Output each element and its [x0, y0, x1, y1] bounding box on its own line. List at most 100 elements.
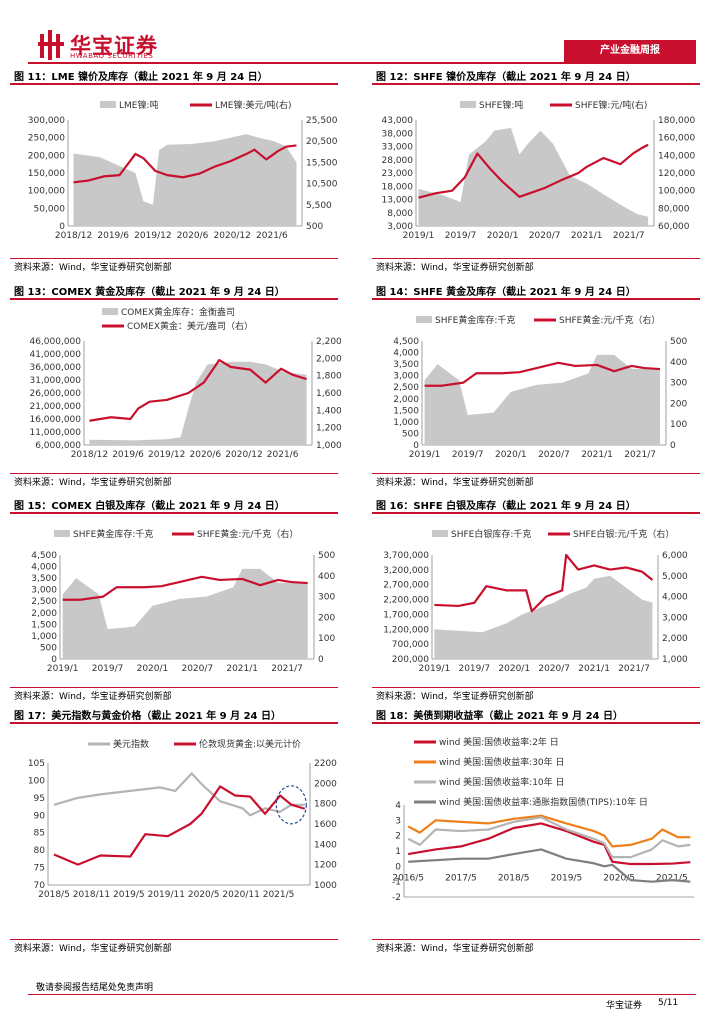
price-line	[408, 848, 691, 883]
x-tick-label: 2021/5	[263, 890, 295, 900]
legend-swatch	[102, 308, 118, 315]
source-divider	[372, 687, 700, 688]
x-tick-label: 2020/7	[538, 664, 570, 674]
figure-title-underline	[10, 512, 338, 514]
x-tick-label: 2019/7	[452, 450, 484, 460]
legend-swatch	[54, 530, 70, 537]
legend-label: SHFE黄金:元/千克（右）	[197, 528, 298, 540]
x-tick-label: 2021/1	[578, 664, 610, 674]
legend-label: SHFE白银:元/千克（右）	[573, 528, 674, 540]
y-left-tick-label: 3,000	[31, 586, 57, 596]
x-tick-label: 2018/12	[71, 450, 108, 460]
footer-divider	[28, 994, 696, 995]
header-divider	[28, 62, 696, 64]
y-left-tick-label: 4,500	[393, 337, 419, 347]
legend-label: LME镍:美元/吨(右)	[215, 99, 292, 111]
x-tick-label: 2020/12	[214, 231, 251, 241]
y-right-tick-label: 5,000	[662, 572, 688, 582]
chart-fig17: 105 100 95 90 85 80 75 70 2200 2000 1800 1600 1400 12…	[28, 738, 337, 900]
y-right-tick-label: 100	[670, 420, 687, 430]
figure-source: 资料来源：Wind，华宝证券研究创新部	[376, 478, 534, 488]
price-line	[424, 361, 661, 387]
y-left-tick-label: 100,000	[28, 187, 65, 197]
price-line	[408, 822, 691, 866]
figure-title: 图 16：SHFE 白银及库存（截止 2021 年 9 月 24 日）	[376, 501, 636, 512]
legend-label: wind 美国:国债收益率:2年 日	[439, 736, 559, 748]
figure-title-underline	[10, 83, 338, 85]
price-line	[434, 553, 654, 613]
source-divider	[372, 473, 700, 474]
x-tick-label: 2019/11	[148, 890, 185, 900]
x-tick-label: 2018/11	[73, 890, 110, 900]
legend-label: SHFE黄金库存:千克	[73, 528, 153, 540]
inventory-area	[89, 361, 307, 445]
y-left-tick-label: 46,000,000	[29, 337, 81, 347]
y-left-tick-label: 41,000,000	[29, 350, 81, 360]
x-tick-label: 2020/5	[603, 873, 635, 883]
y-right-tick-label: 300	[318, 593, 335, 603]
y-right-tick-label: 1,600	[316, 389, 342, 399]
x-tick-label: 2018/12	[55, 231, 92, 241]
y-right-tick-label: 2000	[314, 779, 337, 789]
x-tick-label: 2018/5	[498, 873, 530, 883]
y-left-tick-label: 0	[395, 862, 401, 872]
chart-fig13: 46,000,000 41,000,000 36,000,000 31,000,000…	[29, 306, 342, 460]
y-left-tick-label: 1,700,000	[383, 610, 429, 620]
legend-swatch	[460, 101, 476, 108]
x-tick-label: 2020/6	[177, 231, 209, 241]
legend-label: LME镍:吨	[119, 99, 159, 111]
disclaimer-note: 敬请参阅报告结尾处免责声明	[36, 983, 154, 993]
x-tick-label: 2020/1	[487, 231, 519, 241]
y-left-tick-label: 2,000	[393, 395, 419, 405]
legend-label: SHFE白银库存:千克	[451, 528, 531, 540]
huabao-logo-icon	[38, 30, 64, 60]
price-line	[53, 772, 305, 817]
y-right-tick-label: 1,400	[316, 406, 342, 416]
logo-chinese-name: 华宝证券	[70, 34, 158, 58]
x-tick-label: 2019/6	[97, 231, 129, 241]
x-tick-label: 2019/1	[409, 450, 441, 460]
y-left-tick-label: 13,000	[382, 196, 414, 206]
y-right-tick-label: 1400	[314, 840, 337, 850]
figure-title: 图 12：SHFE 镍价及库存（截止 2021 年 9 月 24 日）	[376, 72, 636, 83]
legend-label: wind 美国:国债收益率:通胀指数国债(TIPS):10年 日	[439, 796, 648, 808]
y-right-tick-label: 1200	[314, 861, 337, 871]
y-left-tick-label: 95	[34, 794, 45, 804]
y-right-tick-label: 200	[670, 399, 687, 409]
y-left-tick-label: 21,000,000	[29, 402, 81, 412]
x-tick-label: 2019/7	[92, 664, 124, 674]
y-left-tick-label: 4,500	[31, 551, 57, 561]
source-divider	[372, 939, 700, 940]
y-left-tick-label: 75	[34, 864, 45, 874]
x-tick-label: 2019/6	[112, 450, 144, 460]
page-number: 5/11	[658, 998, 679, 1008]
y-left-tick-label: 70	[34, 881, 46, 891]
y-right-tick-label: 2200	[314, 759, 337, 769]
y-left-tick-label: 3,500	[393, 360, 419, 370]
x-tick-label: 2021/7	[613, 231, 645, 241]
legend-label: wind 美国:国债收益率:10年 日	[439, 776, 565, 788]
price-line	[73, 144, 297, 184]
price-line	[418, 143, 649, 199]
figure-title: 图 17：美元指数与黄金价格（截止 2021 年 9 月 24 日）	[14, 711, 281, 722]
y-right-tick-label: 0	[670, 441, 676, 451]
y-right-tick-label: 3,000	[662, 613, 688, 623]
y-left-tick-label: 0	[413, 441, 419, 451]
x-tick-label: 2019/12	[148, 450, 185, 460]
inventory-area	[73, 134, 297, 226]
y-left-tick-label: 3,000	[393, 372, 419, 382]
chart-fig12: 43,000 38,000 33,000 28,000 23,000 18,000 13,0…	[382, 99, 696, 241]
x-tick-label: 2019/7	[458, 664, 490, 674]
inventory-area	[424, 354, 660, 445]
y-right-tick-label: 10,500	[306, 180, 338, 190]
price-line	[407, 816, 691, 859]
x-tick-label: 2021/7	[271, 664, 303, 674]
y-left-tick-label: 50,000	[34, 204, 66, 214]
y-right-tick-label: 80,000	[658, 204, 690, 214]
y-left-tick-label: 38,000	[382, 129, 414, 139]
y-left-tick-label: 11,000,000	[29, 428, 81, 438]
y-right-tick-label: 2,000	[316, 354, 342, 364]
price-line	[62, 575, 308, 601]
y-left-tick-label: 8,000	[387, 209, 413, 219]
